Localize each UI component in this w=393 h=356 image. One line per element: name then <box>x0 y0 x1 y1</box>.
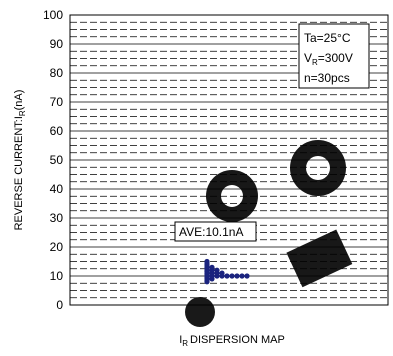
y-tick-label: 10 <box>50 269 64 283</box>
data-point <box>214 267 220 273</box>
data-point <box>209 264 215 270</box>
average-label: AVE:10.1nA <box>179 225 244 239</box>
x-axis-label: IR DISPERSION MAP <box>179 334 285 348</box>
y-tick-label: 20 <box>50 240 64 254</box>
y-tick-label: 60 <box>50 124 64 138</box>
data-points <box>204 258 250 285</box>
y-tick-label: 40 <box>50 182 64 196</box>
temperature-label: Ta=25°C <box>304 31 351 45</box>
data-point <box>219 270 225 276</box>
y-tick-label: 100 <box>43 8 63 22</box>
y-axis-ticks: 0 10 20 30 40 50 60 70 80 90 100 <box>43 8 63 312</box>
average-annotation: AVE:10.1nA <box>174 221 257 242</box>
grid-lines <box>70 14 388 306</box>
data-point <box>244 273 250 279</box>
y-tick-label: 80 <box>50 66 64 80</box>
conditions-box: Ta=25°C VR=300V n=30pcs <box>298 23 370 89</box>
data-point <box>239 273 245 279</box>
data-point <box>204 258 210 265</box>
voltage-label: VR=300V <box>304 51 353 67</box>
y-tick-label: 70 <box>50 95 64 109</box>
y-tick-label: 30 <box>50 211 64 225</box>
data-point <box>234 273 240 279</box>
data-point <box>229 273 235 279</box>
y-tick-label: 50 <box>50 153 64 167</box>
y-axis-label: REVERSE CURRENT:IR(nA) <box>13 90 27 231</box>
sample-count-label: n=30pcs <box>304 71 350 85</box>
data-point <box>224 273 230 279</box>
y-tick-label: 0 <box>56 298 63 312</box>
y-tick-label: 90 <box>50 37 64 51</box>
